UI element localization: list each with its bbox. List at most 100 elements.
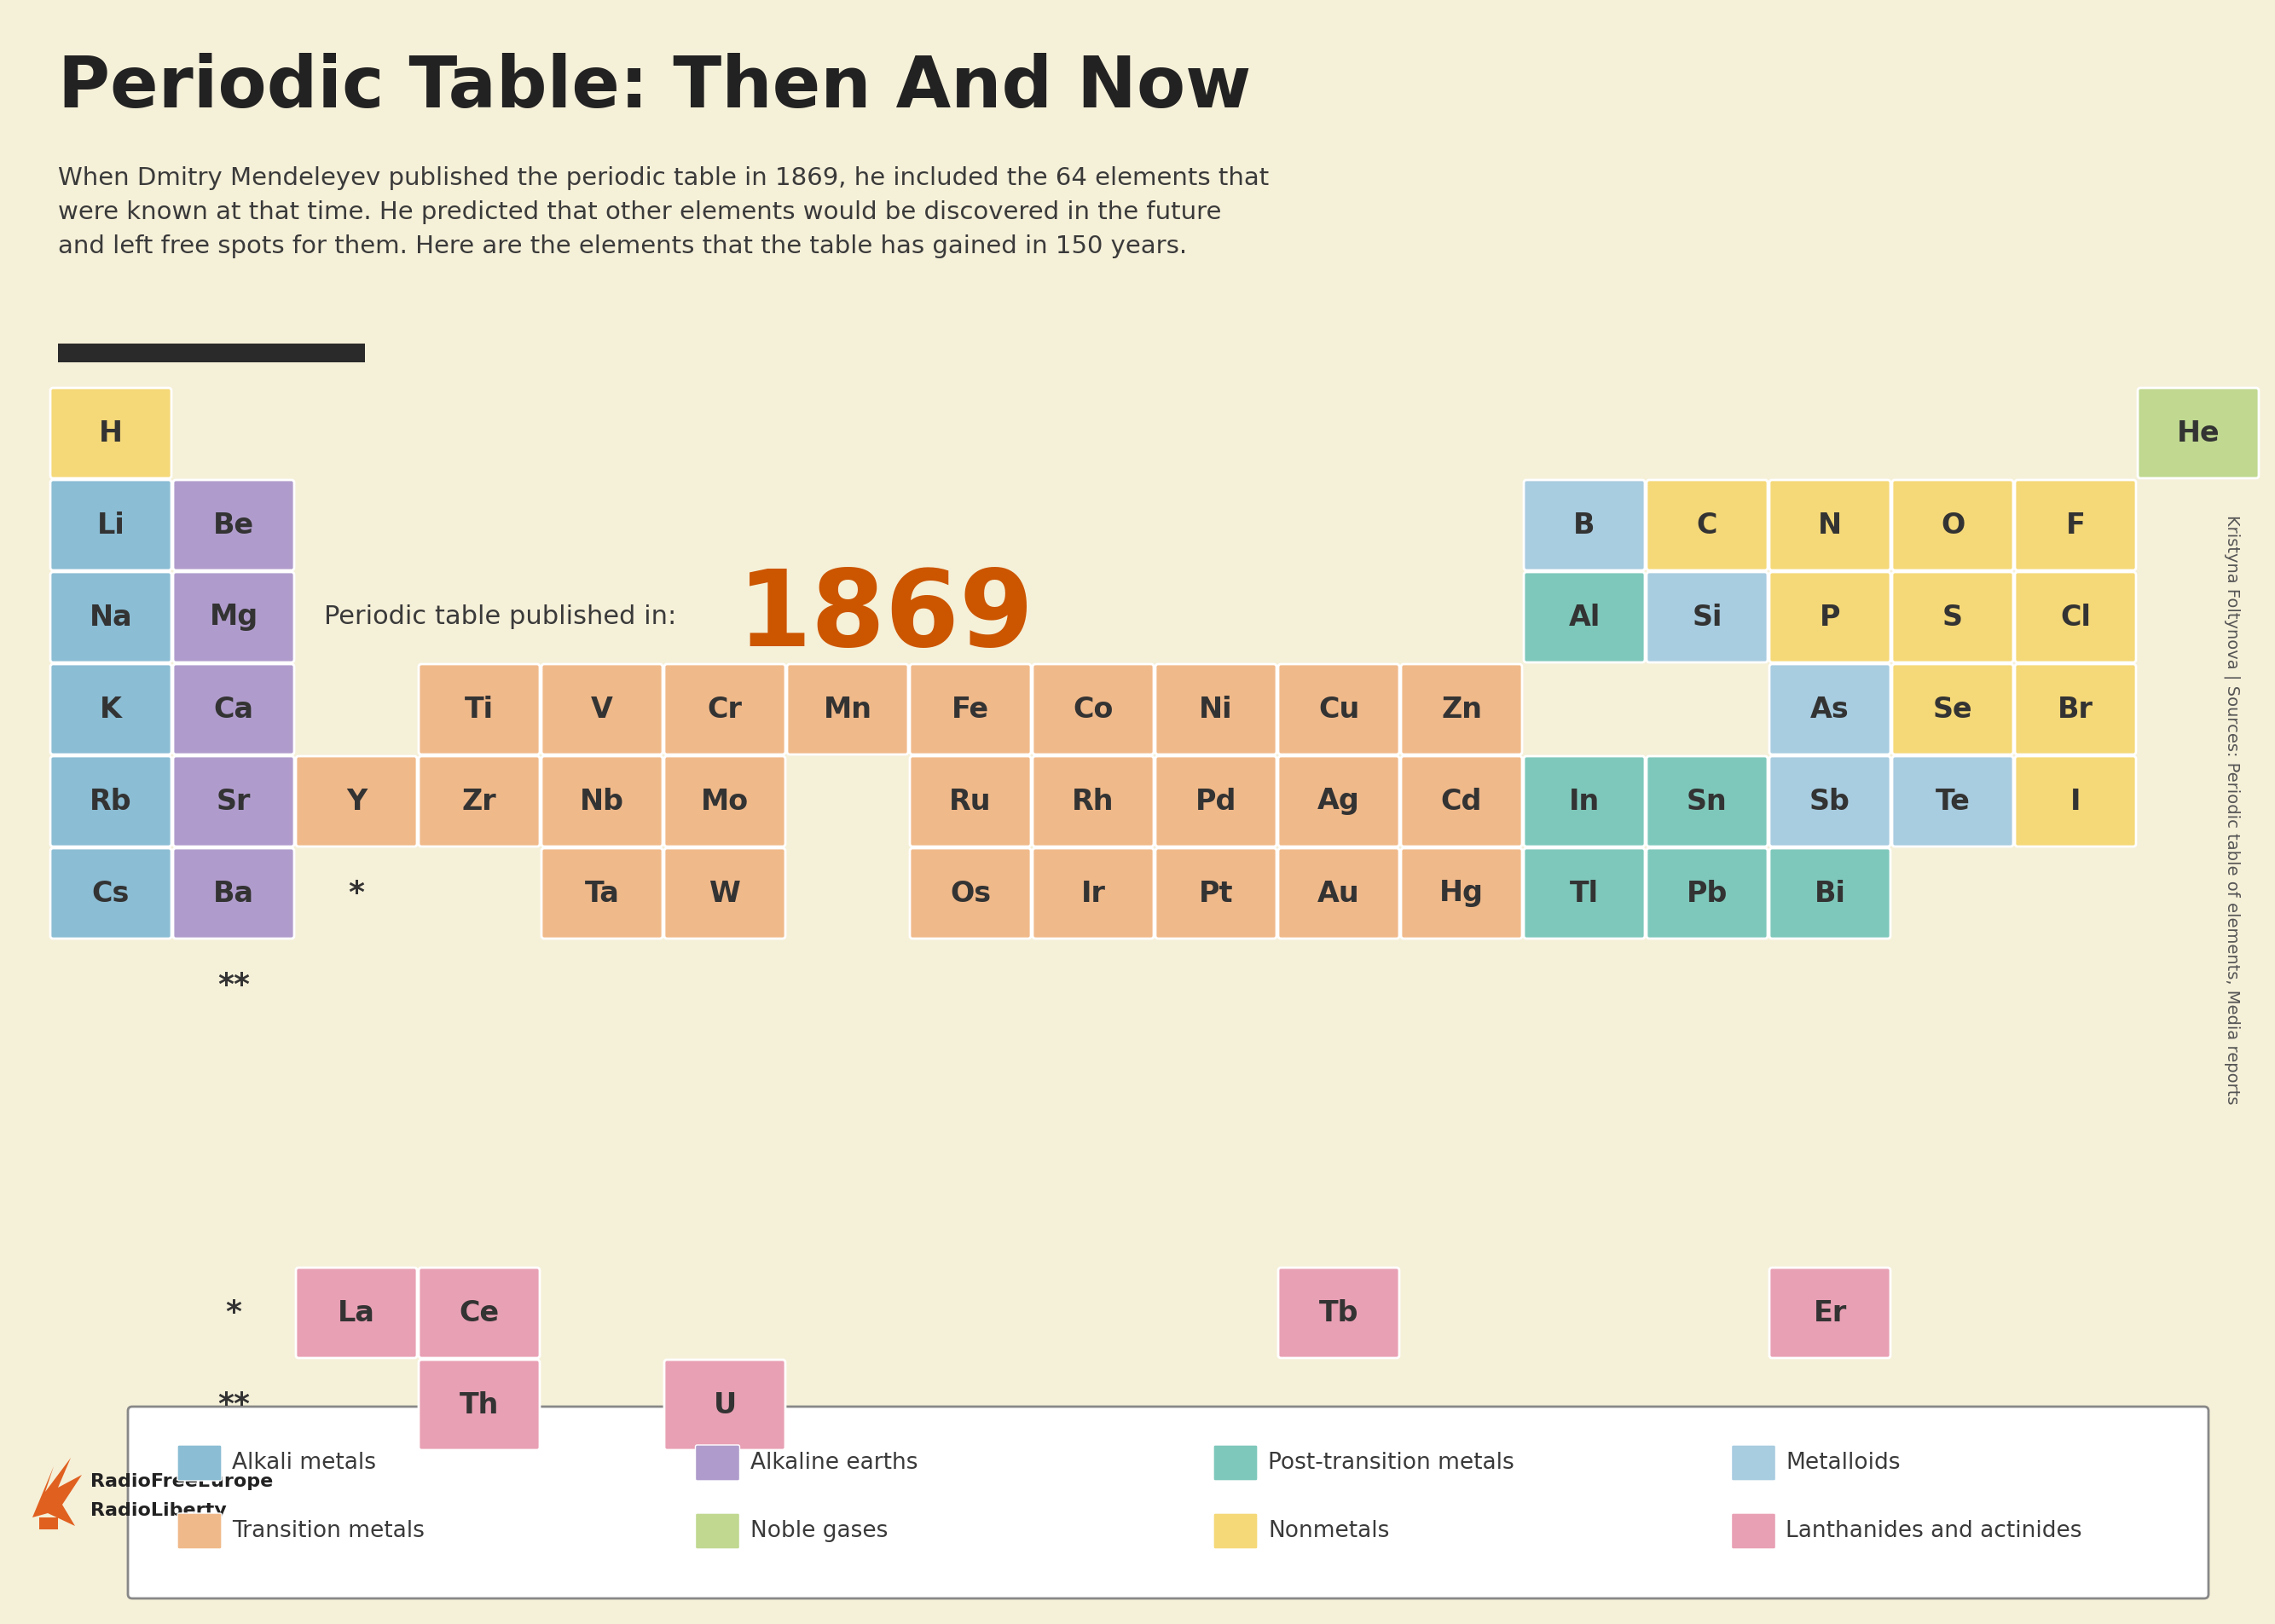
FancyBboxPatch shape bbox=[50, 848, 171, 939]
FancyBboxPatch shape bbox=[910, 664, 1031, 755]
Text: Cd: Cd bbox=[1440, 788, 1481, 815]
Text: Ru: Ru bbox=[949, 788, 992, 815]
FancyBboxPatch shape bbox=[1893, 481, 2013, 570]
Text: Er: Er bbox=[1813, 1299, 1847, 1327]
Text: K: K bbox=[100, 695, 123, 723]
Text: Te: Te bbox=[1936, 788, 1970, 815]
FancyBboxPatch shape bbox=[1279, 757, 1399, 846]
FancyBboxPatch shape bbox=[1401, 664, 1522, 755]
Text: Si: Si bbox=[1693, 603, 1722, 632]
FancyBboxPatch shape bbox=[50, 664, 171, 755]
FancyBboxPatch shape bbox=[50, 388, 171, 477]
Text: W: W bbox=[710, 879, 742, 908]
Text: Post-transition metals: Post-transition metals bbox=[1267, 1452, 1515, 1475]
FancyBboxPatch shape bbox=[419, 1268, 539, 1358]
Text: RadioFreeEurope: RadioFreeEurope bbox=[91, 1473, 273, 1491]
FancyBboxPatch shape bbox=[664, 1359, 785, 1450]
Text: Pd: Pd bbox=[1194, 788, 1238, 815]
Bar bbox=[39, 1517, 57, 1530]
Text: He: He bbox=[2177, 419, 2220, 447]
Text: In: In bbox=[1570, 788, 1599, 815]
FancyBboxPatch shape bbox=[1033, 664, 1153, 755]
FancyBboxPatch shape bbox=[664, 848, 785, 939]
Text: Ni: Ni bbox=[1199, 695, 1233, 723]
Text: N: N bbox=[1818, 512, 1843, 539]
FancyBboxPatch shape bbox=[1279, 664, 1399, 755]
FancyBboxPatch shape bbox=[1401, 848, 1522, 939]
FancyBboxPatch shape bbox=[787, 664, 908, 755]
Text: B: B bbox=[1574, 512, 1595, 539]
Text: Li: Li bbox=[98, 512, 125, 539]
FancyBboxPatch shape bbox=[296, 1268, 416, 1358]
Text: Be: Be bbox=[214, 512, 255, 539]
FancyBboxPatch shape bbox=[1156, 757, 1276, 846]
Text: Pt: Pt bbox=[1199, 879, 1233, 908]
Text: Ag: Ag bbox=[1317, 788, 1360, 815]
Text: Ce: Ce bbox=[460, 1299, 498, 1327]
Text: Nonmetals: Nonmetals bbox=[1267, 1520, 1390, 1543]
FancyBboxPatch shape bbox=[664, 757, 785, 846]
FancyBboxPatch shape bbox=[1156, 664, 1276, 755]
FancyBboxPatch shape bbox=[50, 757, 171, 846]
FancyBboxPatch shape bbox=[541, 664, 662, 755]
Text: Ba: Ba bbox=[214, 879, 255, 908]
FancyBboxPatch shape bbox=[1770, 848, 1891, 939]
FancyBboxPatch shape bbox=[1524, 757, 1645, 846]
Text: Al: Al bbox=[1567, 603, 1599, 632]
FancyBboxPatch shape bbox=[1213, 1445, 1258, 1481]
Text: Tb: Tb bbox=[1319, 1299, 1358, 1327]
FancyBboxPatch shape bbox=[127, 1406, 2209, 1598]
FancyBboxPatch shape bbox=[696, 1445, 739, 1481]
FancyBboxPatch shape bbox=[296, 757, 416, 846]
FancyBboxPatch shape bbox=[419, 664, 539, 755]
FancyBboxPatch shape bbox=[910, 848, 1031, 939]
Text: La: La bbox=[337, 1299, 375, 1327]
Text: Nb: Nb bbox=[580, 788, 623, 815]
Text: P: P bbox=[1820, 603, 1840, 632]
Text: Na: Na bbox=[89, 603, 132, 632]
Text: Cs: Cs bbox=[91, 879, 130, 908]
Text: **: ** bbox=[218, 971, 250, 1000]
FancyBboxPatch shape bbox=[1647, 757, 1768, 846]
FancyBboxPatch shape bbox=[1731, 1445, 1777, 1481]
FancyBboxPatch shape bbox=[1401, 757, 1522, 846]
FancyBboxPatch shape bbox=[2016, 481, 2136, 570]
FancyBboxPatch shape bbox=[1770, 757, 1891, 846]
FancyBboxPatch shape bbox=[1770, 572, 1891, 663]
Text: Co: Co bbox=[1074, 695, 1112, 723]
Text: H: H bbox=[98, 419, 123, 447]
Text: Lanthanides and actinides: Lanthanides and actinides bbox=[1786, 1520, 2082, 1543]
Text: Se: Se bbox=[1934, 695, 1972, 723]
Text: Zn: Zn bbox=[1440, 695, 1481, 723]
FancyBboxPatch shape bbox=[1279, 848, 1399, 939]
FancyBboxPatch shape bbox=[177, 1514, 221, 1549]
FancyBboxPatch shape bbox=[696, 1514, 739, 1549]
FancyBboxPatch shape bbox=[177, 1445, 221, 1481]
FancyBboxPatch shape bbox=[50, 481, 171, 570]
Text: Ca: Ca bbox=[214, 695, 255, 723]
FancyBboxPatch shape bbox=[1524, 481, 1645, 570]
Text: F: F bbox=[2066, 512, 2086, 539]
Text: Os: Os bbox=[951, 879, 992, 908]
Text: Cu: Cu bbox=[1317, 695, 1358, 723]
Text: *: * bbox=[348, 879, 364, 908]
Text: O: O bbox=[1941, 512, 1966, 539]
Text: V: V bbox=[592, 695, 612, 723]
Text: Sr: Sr bbox=[216, 788, 250, 815]
Text: Y: Y bbox=[346, 788, 366, 815]
FancyBboxPatch shape bbox=[173, 757, 293, 846]
FancyBboxPatch shape bbox=[1731, 1514, 1777, 1549]
Text: Transition metals: Transition metals bbox=[232, 1520, 425, 1543]
FancyBboxPatch shape bbox=[541, 757, 662, 846]
FancyBboxPatch shape bbox=[2138, 388, 2259, 477]
Text: Sb: Sb bbox=[1809, 788, 1850, 815]
Text: Fe: Fe bbox=[951, 695, 990, 723]
Text: Alkali metals: Alkali metals bbox=[232, 1452, 375, 1475]
FancyBboxPatch shape bbox=[1893, 757, 2013, 846]
Text: Mg: Mg bbox=[209, 603, 257, 632]
Text: Au: Au bbox=[1317, 879, 1360, 908]
FancyBboxPatch shape bbox=[910, 757, 1031, 846]
FancyBboxPatch shape bbox=[1647, 481, 1768, 570]
FancyBboxPatch shape bbox=[1770, 1268, 1891, 1358]
Text: Ti: Ti bbox=[464, 695, 494, 723]
